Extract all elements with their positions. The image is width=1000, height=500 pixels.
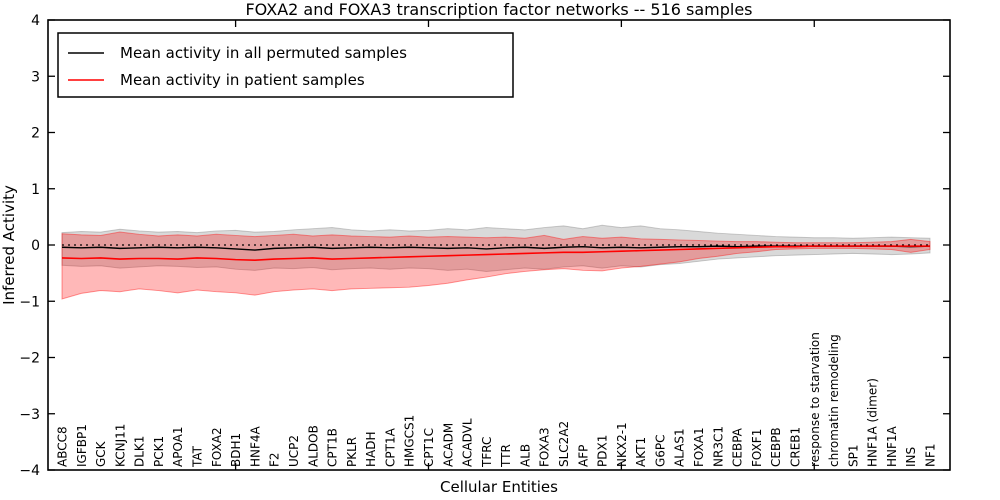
x-axis-label: Cellular Entities [440,478,558,496]
x-entity-label: NR3C1 [711,426,725,467]
x-entity-label: INS [904,447,918,467]
y-axis-label: Inferred Activity [0,185,18,305]
y-tick-label: −4 [19,463,40,479]
legend-label-patient: Mean activity in patient samples [120,71,365,89]
x-entity-label: DLK1 [133,436,147,467]
tick-layer: −4 −3 −2 −1 0 1 2 3 4 [19,13,950,479]
y-tick-label: 0 [31,238,40,254]
x-entity-label: GCK [94,440,108,467]
chart-title: FOXA2 and FOXA3 transcription factor net… [245,0,752,19]
x-entity-label: ALDOB [306,425,320,467]
y-tick-label: 3 [31,69,40,85]
x-entity-label: ALB [518,444,532,467]
x-entity-label: CEBPA [731,427,745,467]
patient-mean-line [61,245,930,261]
x-entity-label: SLC2A2 [557,421,571,467]
x-entity-label: UCP2 [287,435,301,467]
x-entity-label: TTR [499,444,513,468]
x-entity-label: ABCC8 [56,426,70,467]
legend-box [57,32,514,98]
x-entity-label: FOXA2 [210,427,224,467]
x-entity-label: FOXA1 [692,427,706,467]
x-entity-label: FOXA3 [538,427,552,467]
x-entity-label: FOXF1 [750,429,764,467]
x-entity-label: CPT1C [422,428,436,467]
y-tick-label: 1 [31,182,40,198]
x-entity-label: NKX2-1 [615,422,629,467]
y-tick-label: −2 [19,351,40,367]
x-entity-label: G6PC [653,434,667,467]
x-entity-label: PDX1 [596,435,610,467]
x-entity-label: PKLR [345,437,359,467]
x-entity-label: CPT1B [326,428,340,467]
x-entity-label: AFP [576,445,590,467]
x-entity-label: CEBPB [769,427,783,467]
x-entity-label: CREB1 [788,427,802,467]
y-tick-label: 4 [31,13,40,29]
x-entity-label: NF1 [924,443,938,467]
x-entity-label: IGFBP1 [75,424,89,467]
x-entity-label: AKT1 [634,437,648,467]
x-entity-label: HADH [364,432,378,468]
y-tick-label: −1 [19,294,40,310]
x-entity-label: F2 [268,452,282,467]
y-tick-label: 2 [31,126,40,142]
x-entity-label: KCNJ11 [113,424,127,467]
band-layer [61,224,931,300]
plot-frame [47,19,951,471]
legend: Mean activity in all permuted samples Me… [57,32,514,98]
x-entity-label: response to starvation [808,332,822,467]
x-entity-label: PCK1 [152,436,166,467]
x-entity-labels: ABCC8 IGFBP1 GCK KCNJ11 DLK1 PCK1 APOA1 TAT FOXA… [56,332,938,468]
x-entity-label: chromatin remodeling [827,334,841,467]
x-entity-label: ACADVL [461,418,475,467]
x-entity-label: CPT1A [383,427,397,467]
x-entity-label: TAT [191,445,205,468]
line-layer [61,244,931,261]
x-entity-label: BDH1 [229,433,243,467]
x-entity-label: HNF1A [885,425,899,467]
x-entity-label: APOA1 [171,426,185,467]
legend-label-permuted: Mean activity in all permuted samples [120,44,407,62]
x-entity-label: HNF4A [248,425,262,467]
x-entity-label: SP1 [846,445,860,468]
x-entity-label: TFRC [480,437,494,468]
y-tick-label: −3 [19,407,40,423]
x-entity-label: ALAS1 [673,428,687,467]
x-entity-label: HMGCS1 [403,415,417,467]
x-entity-label: ACADM [441,423,455,467]
x-entity-label: HNF1A (dimer) [866,378,880,467]
